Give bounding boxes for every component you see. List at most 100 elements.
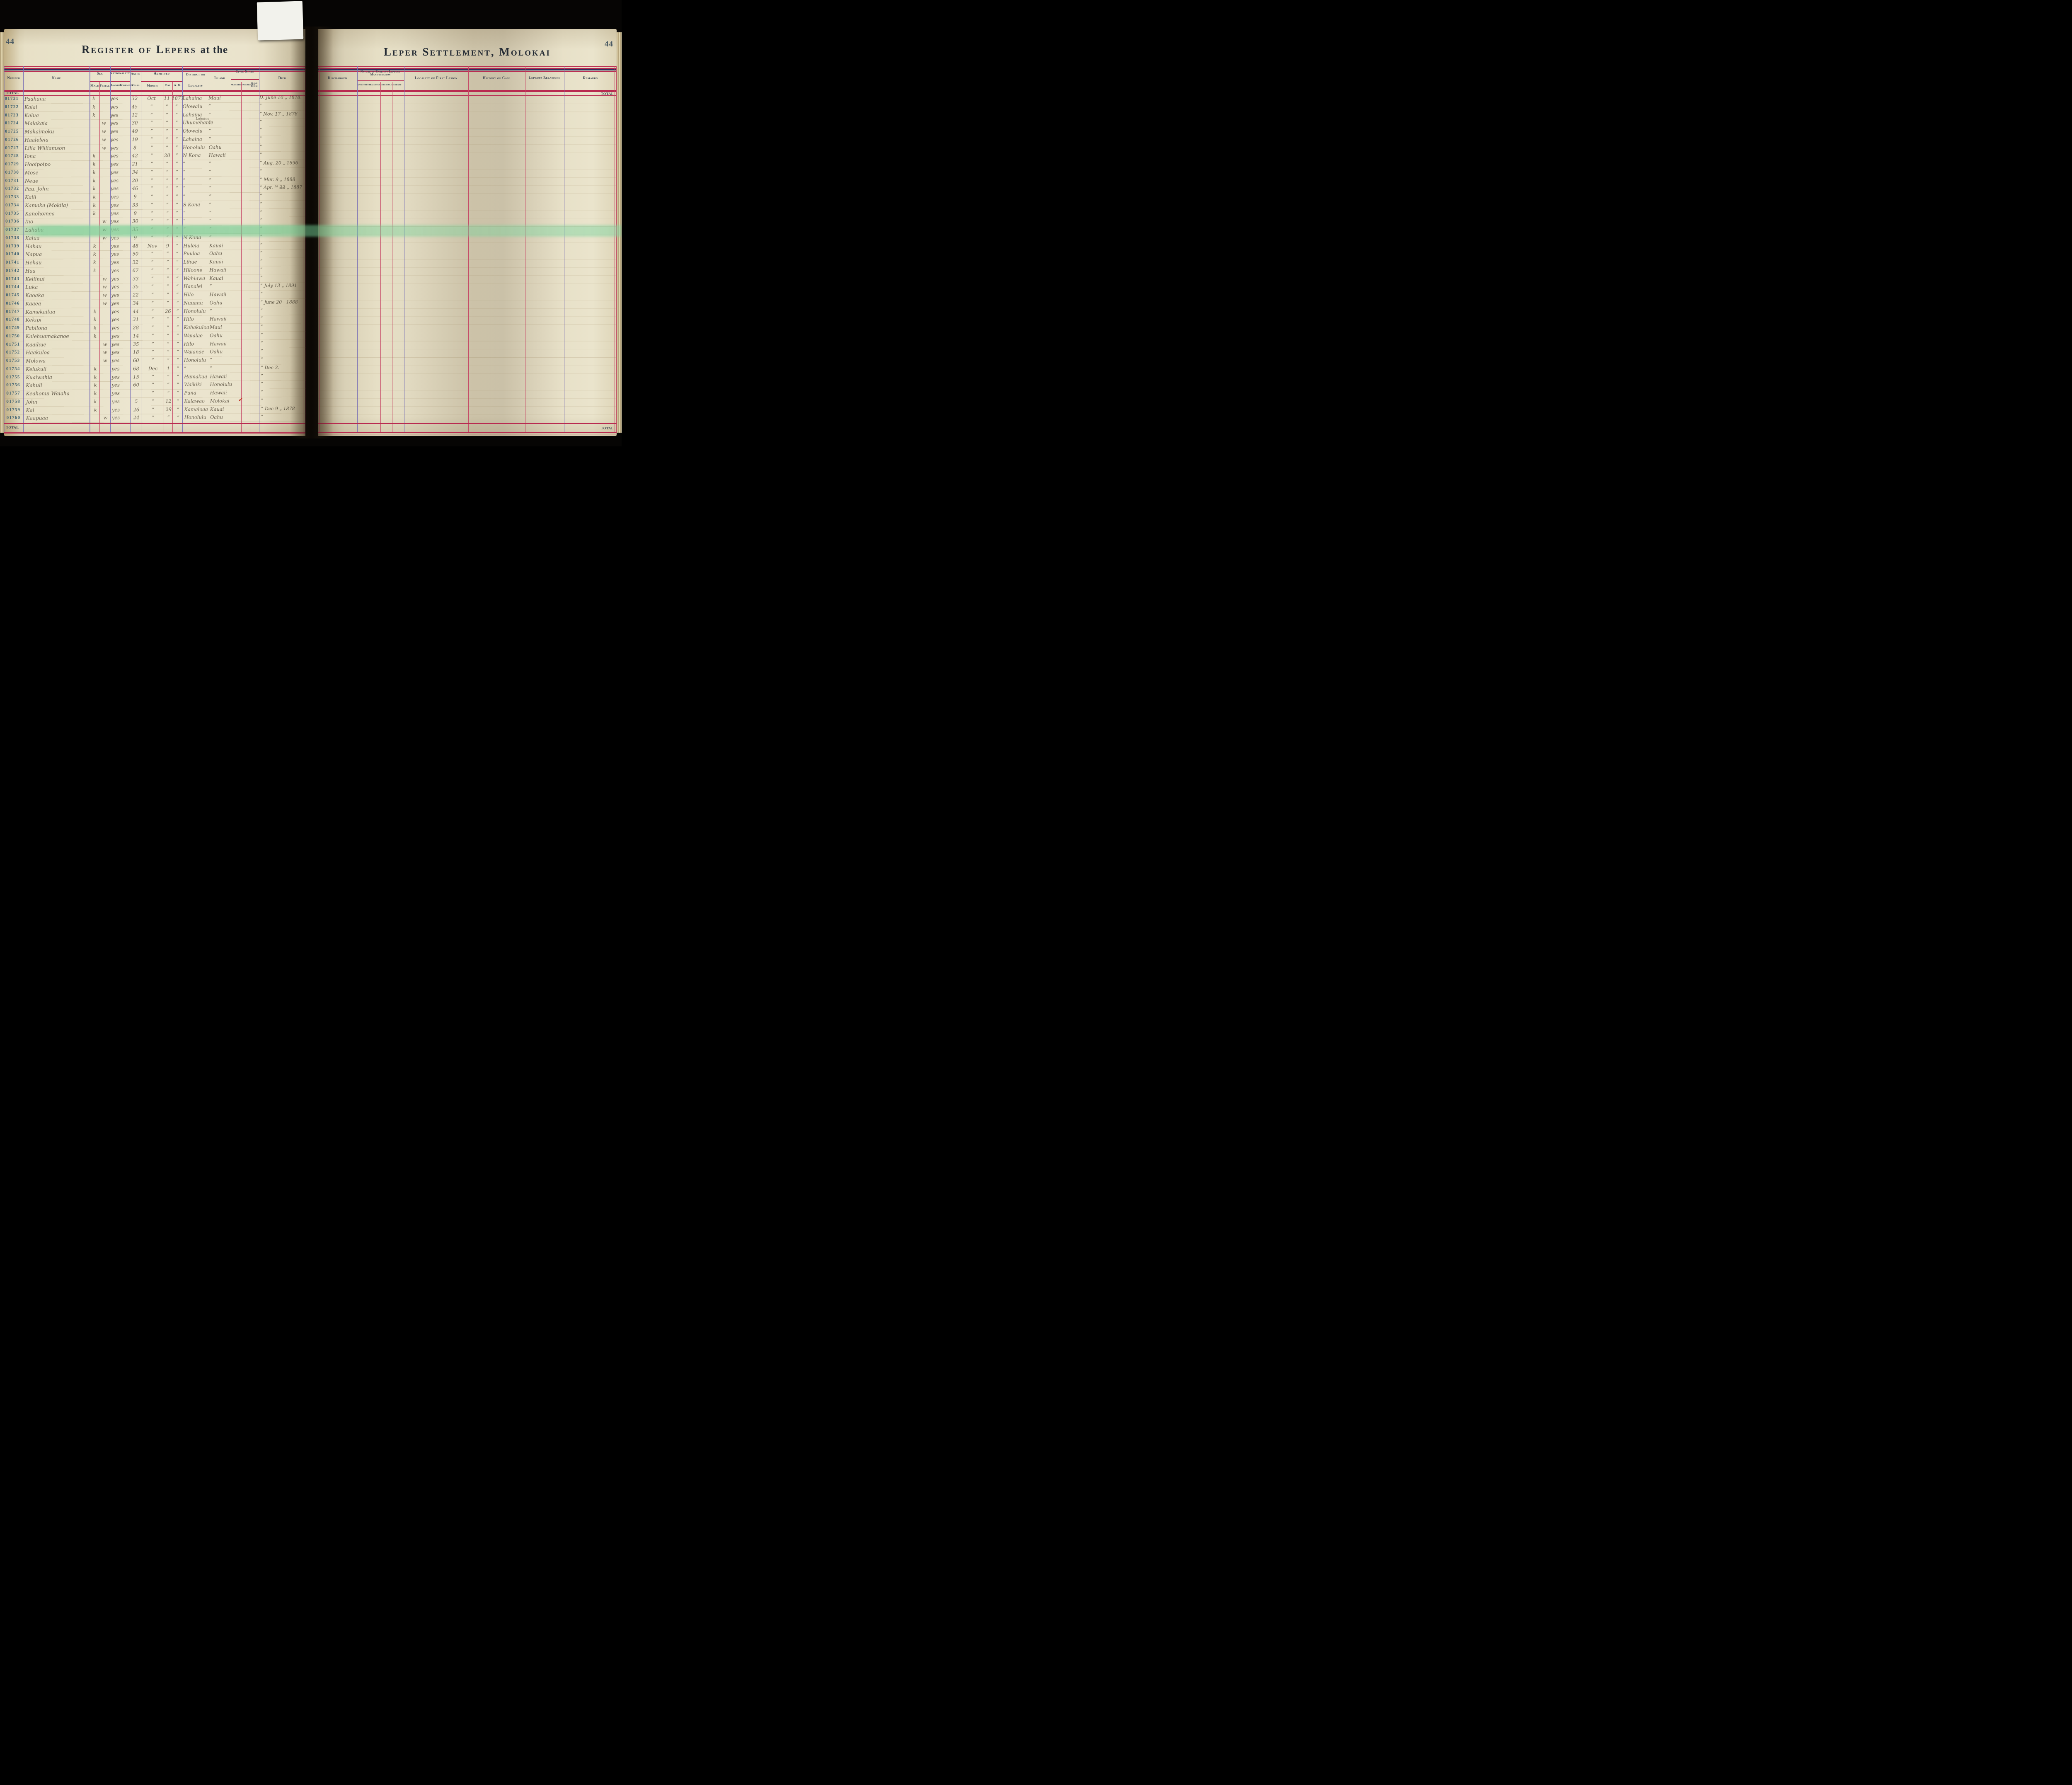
cell-day: ” [166,120,169,126]
cell-hawaiian: yes [110,112,119,118]
grid-line [616,66,617,433]
cell-number: 01745 [6,292,20,298]
cell-name: Kaaea [25,300,41,307]
cell-male: k [93,267,97,274]
cell-male: k [92,153,96,159]
cell-hawaiian: yes [111,267,119,274]
cell-day: ” [166,251,169,257]
cell-male: k [94,407,97,413]
cell-number: 01758 [6,399,20,404]
cell-day: ” [166,226,169,232]
cell-hawaiian: yes [111,259,119,265]
cell-died: ” Nov. 17 „ 1878 [259,111,298,117]
cell-day: ” [167,341,169,347]
cell-locality: S Kona [183,201,200,208]
cell-ad: ” [177,382,179,388]
cell-month: Nov [147,242,157,249]
cell-island: Hawaii [208,152,226,158]
cell-ad: ” [176,283,179,290]
cell-island: ” [208,111,211,117]
nationality-underline [110,81,130,82]
cell-island: ” [210,357,213,363]
cell-month: ” [150,120,153,126]
cell-died: ” [260,258,263,264]
cell-number: 01730 [5,170,19,175]
cell-ad: ” [177,357,179,363]
col-header-discharged: Discharged [327,76,347,80]
cell-name: Kalai [24,104,37,110]
cell-age: 46 [132,185,138,191]
cell-locality: ” [183,193,186,199]
cell-number: 01748 [6,317,20,322]
total-label-bottom-right: TOTAL [600,426,614,430]
cell-hawaiian: yes [110,169,119,175]
cell-month: ” [150,111,153,118]
cell-male: k [92,104,96,110]
col-header-district: District or [186,73,205,76]
col-header-female: Female [99,84,111,87]
cell-died: ” [260,308,263,313]
cell-number: 01726 [5,137,19,142]
cell-hawaiian: yes [111,243,119,249]
cell-island: Hawaii [209,316,227,322]
right-rows-blank [318,96,617,423]
cell-island: ” [209,209,212,216]
cell-age: 9 [133,194,137,200]
cell-month: ” [150,194,153,200]
cell-age: 60 [133,382,139,388]
cell-day: ” [167,291,169,298]
cell-hawaiian: yes [110,128,119,134]
cell-day: ” [166,234,169,240]
cell-died: ” [260,234,263,240]
grid-line [182,66,183,433]
cell-ad: ” [175,120,178,126]
left-decorative-rule [4,66,305,72]
cell-locality: Hanalei [183,283,203,289]
cell-age: 14 [133,333,139,339]
cell-day: ” [166,210,169,216]
cell-ad: ” [177,349,179,355]
cell-died: ” July 13 „ 1891 [260,283,297,289]
cell-hawaiian: yes [111,235,119,241]
cell-male: k [94,398,97,404]
cell-name: Kanohomea [25,210,55,217]
cell-male: k [94,390,97,396]
cell-number: 01759 [6,407,21,412]
cell-locality: ” [183,185,186,191]
cell-hawaiian: yes [111,202,119,208]
cell-day: 29 [165,406,172,412]
cell-island: ” [208,128,211,134]
cell-locality: Olowalu [182,103,203,109]
cell-name: Lilia Williamson [24,145,65,151]
cell-island: ” [209,218,212,224]
cell-female: w [102,283,107,290]
cell-name: Keahonui Waiaha [26,390,70,397]
cell-number: 01753 [6,358,20,363]
cell-died: ” June 20 · 1888 [260,299,298,305]
cell-locality: ” [183,210,186,216]
total-row-underline [4,95,305,96]
cell-female: w [102,120,106,126]
cell-locality: Waianae [184,349,205,355]
cell-locality: ” [183,177,186,183]
cell-male: k [93,210,96,216]
cell-locality: N Kona [183,234,201,240]
cell-ad: ” [176,210,179,216]
cell-hawaiian: yes [111,357,120,363]
cell-number: 01751 [6,341,20,347]
cell-name: Pabilona [25,325,47,331]
locality-note: Lahaina [196,116,210,121]
cell-died: ” [260,250,263,256]
cell-ad: ” [175,169,178,175]
cell-month: ” [151,283,154,290]
cell-died: ” [260,340,263,346]
cell-name: Kaapuaa [26,415,48,421]
civil-state-underline [230,79,259,80]
cell-island: ” [209,185,212,191]
cell-name: Hooipoipo [24,161,51,167]
total-label-bottom-left: TOTAL [6,425,19,429]
r-bottom-line-1 [318,423,617,424]
cell-died: ” [260,209,263,215]
cell-age: 33 [132,275,139,281]
cell-month: ” [152,382,155,388]
